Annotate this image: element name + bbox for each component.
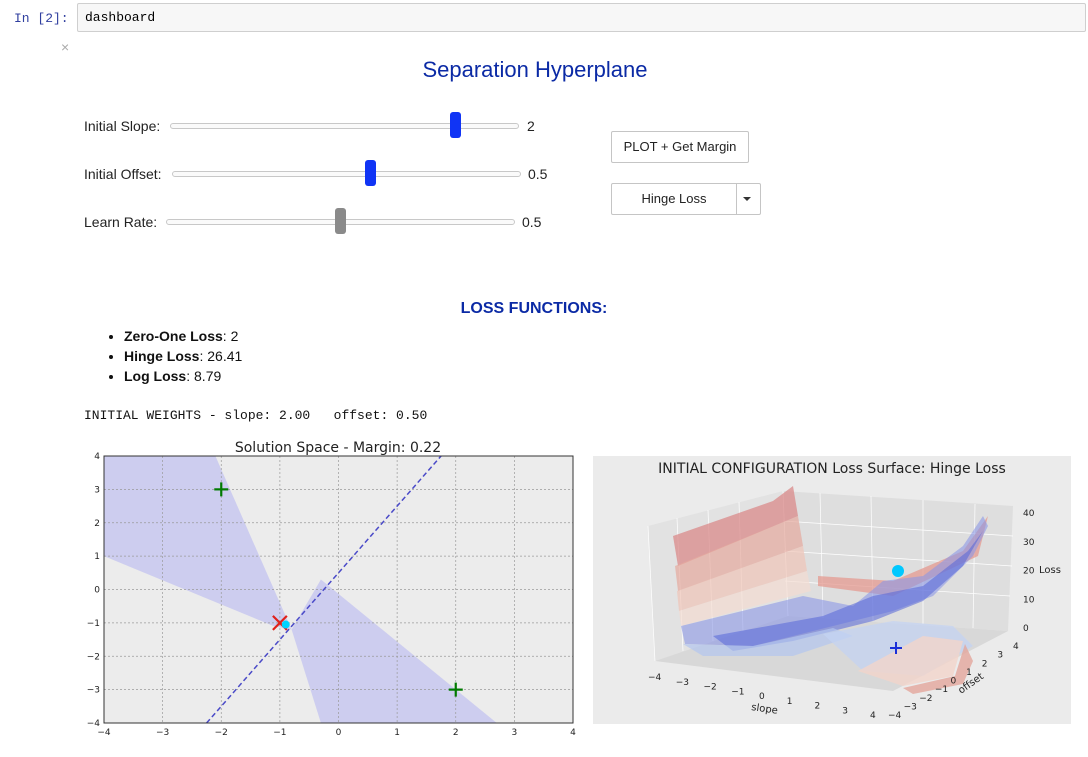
slope-tick-label: 3 [842, 706, 848, 716]
projection-plus-marker [890, 642, 902, 654]
close-output-icon[interactable]: × [61, 39, 70, 55]
x-tick-label: −4 [97, 728, 111, 736]
x-tick-label: −1 [273, 728, 286, 736]
offset-slider-track[interactable] [172, 171, 521, 177]
slope-slider-handle[interactable] [449, 112, 461, 138]
loss-tick-label: 20 [1023, 567, 1035, 577]
offset-tick-label: 1 [966, 668, 972, 678]
slope-slider-value: 2 [527, 118, 535, 134]
code-cell-input[interactable]: dashboard [77, 3, 1086, 32]
x-tick-label: 4 [570, 728, 576, 736]
y-tick-label: 1 [94, 552, 100, 562]
support-point-marker [281, 620, 290, 629]
slope-tick-label: −3 [676, 678, 689, 688]
y-tick-label: 3 [94, 485, 100, 495]
plot-frame [103, 455, 574, 724]
initial-weights-text: INITIAL WEIGHTS - slope: 2.00 offset: 0.… [84, 408, 428, 423]
list-item: Log Loss: 8.79 [124, 368, 242, 388]
loss-tick-label: 10 [1023, 595, 1035, 605]
offset-slider-handle[interactable] [364, 160, 376, 186]
slope-tick-label: 0 [759, 692, 765, 702]
loss-surface-blue [681, 516, 988, 676]
loss-list: Zero-One Loss: 2 Hinge Loss: 26.41 Log L… [104, 328, 242, 388]
y-tick-label: 4 [94, 452, 100, 462]
slope-slider-label: Initial Slope: [84, 118, 161, 134]
offset-tick-label: −2 [919, 694, 932, 704]
offset-tick-label: 4 [1013, 642, 1019, 652]
y-tick-label: 2 [94, 519, 100, 529]
learn-rate-slider-label: Learn Rate: [84, 214, 158, 230]
x-tick-label: 1 [394, 728, 400, 736]
x-tick-label: 0 [336, 728, 342, 736]
y-tick-label: −2 [87, 652, 100, 662]
offset-slider-value: 0.5 [528, 166, 548, 182]
loss-surface-chart: INITIAL CONFIGURATION Loss Surface: Hing… [593, 456, 1071, 724]
slope-tick-label: 4 [870, 711, 876, 721]
solution-space-title: Solution Space - Margin: 0.22 [235, 440, 441, 456]
caret-down-icon[interactable] [743, 197, 751, 201]
offset-tick-label: 3 [997, 651, 1003, 661]
loss-tick-label: 30 [1023, 538, 1035, 548]
loss-functions-title: LOSS FUNCTIONS: [460, 300, 608, 317]
slope-tick-label: −1 [731, 687, 744, 697]
current-point-marker [892, 565, 904, 577]
cell-prompt: In [2]: [14, 11, 69, 26]
learn-rate-slider-handle[interactable] [334, 208, 346, 234]
plot-get-margin-button[interactable]: PLOT + Get Margin [611, 131, 749, 163]
slope-tick-label: −2 [704, 683, 717, 693]
slope-tick-label: −4 [648, 673, 662, 683]
y-tick-label: −3 [87, 686, 100, 696]
y-tick-label: 0 [94, 586, 100, 596]
offset-tick-label: 2 [982, 659, 988, 669]
learn-rate-slider-value: 0.5 [522, 214, 542, 230]
slope-tick-label: 1 [787, 697, 793, 707]
decision-line [206, 456, 442, 723]
offset-tick-label: 0 [951, 677, 957, 687]
x-tick-label: 3 [512, 728, 518, 736]
loss-axis-label: Loss [1039, 565, 1061, 576]
offset-tick-label: −1 [935, 685, 948, 695]
list-item: Hinge Loss: 26.41 [124, 348, 242, 368]
slope-axis-label: slope [751, 702, 779, 717]
loss-dropdown[interactable]: Hinge Loss [611, 183, 761, 215]
margin-band-lower [291, 579, 497, 723]
list-item: Zero-One Loss: 2 [124, 328, 242, 348]
page-title: Separation Hyperplane [422, 57, 648, 82]
offset-tick-label: −4 [888, 711, 902, 721]
loss-tick-label: 0 [1023, 624, 1029, 634]
margin-band-upper [104, 456, 292, 630]
solution-space-chart: Solution Space - Margin: 0.22 −4 −3 −2 −1 0 1… [87, 440, 576, 736]
loss-dropdown-value: Hinge Loss [612, 184, 737, 214]
negative-point-marker [272, 615, 288, 631]
x-tick-label: −2 [215, 728, 228, 736]
loss-surface-title: INITIAL CONFIGURATION Loss Surface: Hing… [658, 461, 1006, 477]
x-tick-label: 2 [453, 728, 459, 736]
offset-tick-label: −3 [904, 702, 917, 712]
y-tick-label: −4 [87, 719, 101, 729]
slope-slider-track[interactable] [170, 123, 519, 129]
y-tick-label: −1 [87, 619, 100, 629]
offset-slider-label: Initial Offset: [84, 166, 162, 182]
slope-tick-label: 2 [815, 702, 821, 712]
back-wall-right [783, 491, 1013, 631]
loss-surface-front [858, 636, 973, 694]
x-tick-label: −3 [156, 728, 169, 736]
loss-tick-label: 40 [1023, 509, 1035, 519]
